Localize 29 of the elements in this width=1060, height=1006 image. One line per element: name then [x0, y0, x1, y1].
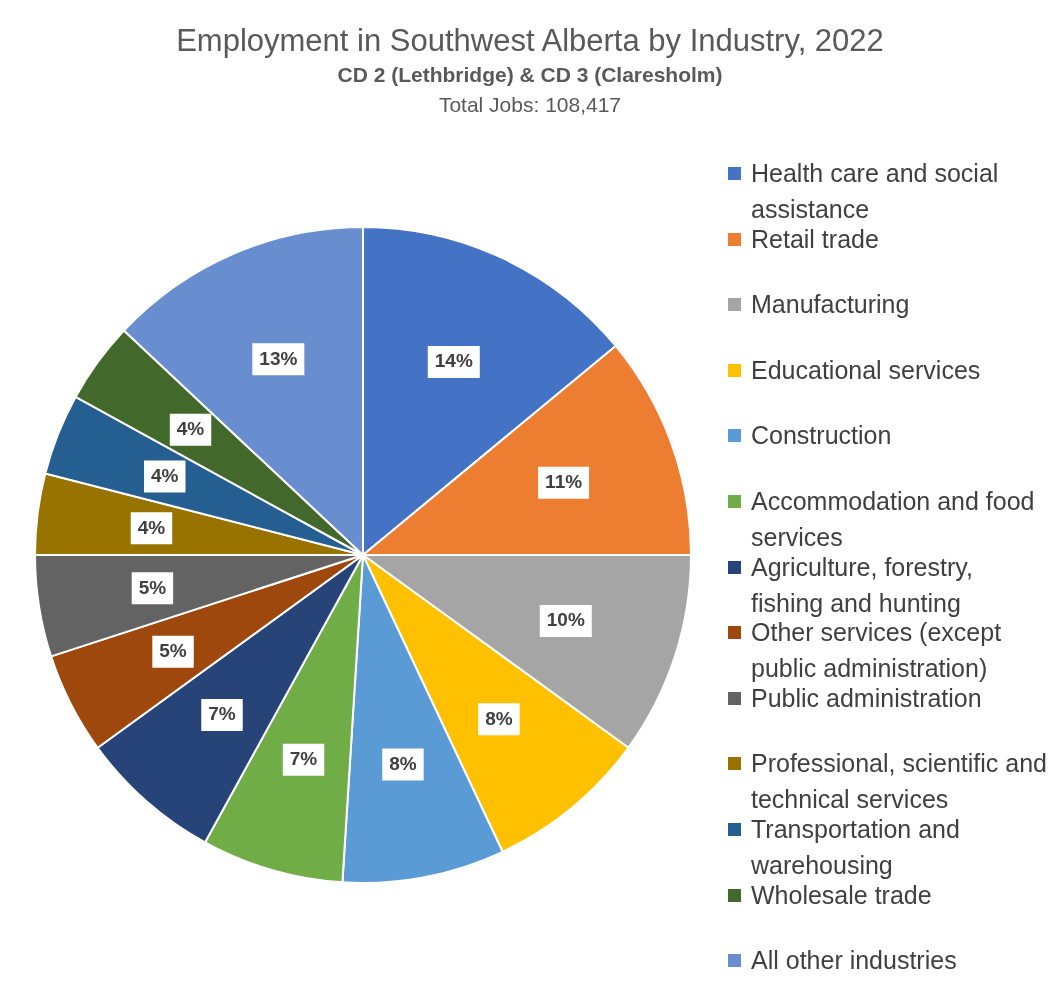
legend-label: Other services (except public administration): [751, 618, 1002, 683]
data-label: 4%: [176, 417, 205, 439]
data-label: 10%: [546, 609, 585, 631]
legend-label: Manufacturing: [751, 289, 910, 321]
data-label: 4%: [151, 464, 179, 486]
data-label: 7%: [289, 747, 318, 769]
legend-label: Accommodation and food services: [751, 487, 1035, 551]
chart-title: Employment in Southwest Alberta by Industry, 2022: [175, 22, 885, 60]
legend-label: Public administration: [751, 683, 982, 712]
legend-label: Health care and social assistance: [751, 159, 999, 223]
legend-label: Retail trade: [751, 224, 879, 253]
legend-label: Construction: [751, 420, 892, 452]
legend-label: Wholesale trade: [751, 880, 932, 909]
text: Total Jobs: 108,417: [437, 92, 623, 118]
data-label: 8%: [389, 752, 417, 774]
data-label: 5%: [138, 576, 167, 598]
data-label: 5%: [159, 640, 187, 662]
data-label: 7%: [208, 703, 236, 725]
data-label: 11%: [545, 471, 583, 493]
legend-label: Agriculture, forestry, fishing and hunting: [751, 552, 973, 617]
legend-label: Professional, scientific and technical services: [751, 749, 1047, 814]
legend-label: Transportation and warehousing: [751, 815, 960, 879]
data-label: 14%: [434, 350, 473, 372]
legend-label: All other industries: [751, 945, 957, 977]
legend-label: Educational services: [751, 354, 981, 386]
data-label: 13%: [259, 347, 298, 369]
chart-subtitle: CD 2 (Lethbridge) & CD 3 (Claresholm): [336, 62, 724, 88]
data-label: 4%: [137, 516, 166, 538]
data-label: 8%: [485, 707, 513, 729]
